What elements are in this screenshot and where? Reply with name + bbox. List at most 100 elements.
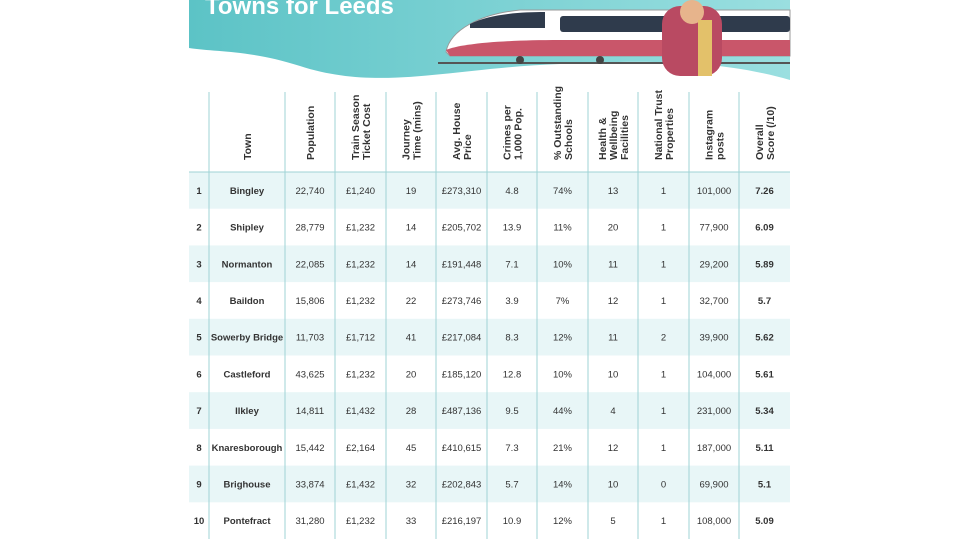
- cell: £202,843: [442, 479, 482, 490]
- town-name: Normanton: [222, 259, 273, 270]
- column-header: Journey: [401, 119, 413, 160]
- column-header: posts: [715, 132, 727, 160]
- cell: 44%: [553, 406, 573, 417]
- cell: 1: [661, 516, 666, 527]
- cell: 22,740: [295, 186, 324, 197]
- cell: 10%: [553, 369, 573, 380]
- cell: 43,625: [295, 369, 324, 380]
- cell: 20: [608, 223, 619, 234]
- cell: £273,746: [442, 296, 482, 307]
- cell: 32,700: [699, 296, 728, 307]
- cell: 5: [610, 516, 615, 527]
- cell: 8.3: [505, 333, 518, 344]
- town-name: Brighouse: [224, 479, 271, 490]
- town-name: Sowerby Bridge: [211, 333, 283, 344]
- cell: 12%: [553, 516, 573, 527]
- column-header: Properties: [664, 108, 676, 160]
- cell: 231,000: [697, 406, 731, 417]
- column-header: Train Season: [350, 95, 362, 160]
- cell: 14,811: [296, 406, 324, 417]
- rank: 3: [196, 259, 201, 270]
- cell: £273,310: [442, 186, 482, 197]
- banner: Towns for Leeds: [189, 0, 791, 80]
- cell: £191,448: [442, 259, 482, 270]
- cell: 1: [661, 186, 666, 197]
- cell: 5.89: [755, 259, 774, 270]
- cell: 6.09: [755, 223, 774, 234]
- rank: 5: [196, 333, 202, 344]
- cell: 45: [406, 443, 417, 454]
- town-name: Pontefract: [224, 516, 272, 527]
- cell: 12%: [553, 333, 573, 344]
- cell: 74%: [553, 186, 573, 197]
- cell: 3.9: [505, 296, 518, 307]
- cell: 1: [661, 259, 666, 270]
- cell: 21%: [553, 443, 573, 454]
- cell: £1,432: [346, 406, 375, 417]
- cell: 10.9: [503, 516, 522, 527]
- cell: 108,000: [697, 516, 731, 527]
- cell: 4: [610, 406, 615, 417]
- column-header: Facilities: [619, 115, 631, 160]
- cell: 11: [608, 333, 618, 344]
- column-header: Instagram: [704, 110, 716, 160]
- cell: 33: [406, 516, 417, 527]
- cell: 10%: [553, 259, 573, 270]
- rank: 10: [194, 516, 205, 527]
- cell: 22: [406, 296, 417, 307]
- cell: 5.62: [755, 333, 774, 344]
- cell: £205,702: [442, 223, 482, 234]
- row-background: [189, 172, 790, 209]
- rank: 6: [196, 369, 201, 380]
- cell: 12: [608, 296, 619, 307]
- cell: 7.26: [755, 186, 774, 197]
- rank: 9: [196, 479, 201, 490]
- town-name: Knaresborough: [212, 443, 283, 454]
- cell: 7%: [556, 296, 570, 307]
- column-header: Crimes per: [502, 105, 514, 160]
- cell: 2: [661, 333, 666, 344]
- cell: 1: [661, 369, 666, 380]
- cell: £1,232: [346, 516, 375, 527]
- cell: 5.7: [505, 479, 518, 490]
- cell: £1,232: [346, 369, 375, 380]
- cell: £1,232: [346, 223, 375, 234]
- cell: 12: [608, 443, 619, 454]
- cell: 5.7: [758, 296, 771, 307]
- cell: 187,000: [697, 443, 731, 454]
- cell: £410,615: [442, 443, 482, 454]
- cell: 7.3: [505, 443, 518, 454]
- cell: 1: [661, 406, 666, 417]
- row-background: [189, 465, 790, 503]
- cell: 20: [406, 369, 417, 380]
- cell: 69,900: [699, 479, 728, 490]
- cell: 14: [406, 259, 417, 270]
- cell: £487,136: [442, 406, 482, 417]
- cell: 5.61: [755, 369, 774, 380]
- town-name: Shipley: [230, 223, 265, 234]
- cell: 15,806: [295, 296, 324, 307]
- cell: 104,000: [697, 369, 731, 380]
- cell: 19: [406, 186, 417, 197]
- cell: £1,240: [346, 186, 375, 197]
- cell: 1: [661, 443, 666, 454]
- row-background: [189, 245, 790, 283]
- cell: 11,703: [296, 333, 324, 344]
- cell: 4.8: [505, 186, 518, 197]
- cell: 39,900: [699, 333, 728, 344]
- column-header: Health &: [597, 117, 609, 160]
- cell: 28,779: [295, 223, 324, 234]
- column-header: 1,000 Pop.: [513, 108, 525, 160]
- cell: 13: [608, 186, 619, 197]
- cell: 1: [661, 223, 666, 234]
- cell: 33,874: [295, 479, 324, 490]
- column-header: Avg. House: [451, 102, 463, 160]
- cell: 1: [661, 296, 666, 307]
- row-background: [189, 392, 790, 429]
- column-header: % Outstanding: [552, 86, 564, 160]
- cell: 13.9: [503, 223, 522, 234]
- cell: 15,442: [295, 443, 324, 454]
- table: Town Population Train Season Ticket Cost Jou…: [189, 86, 790, 539]
- column-header: Score (/10): [765, 106, 777, 160]
